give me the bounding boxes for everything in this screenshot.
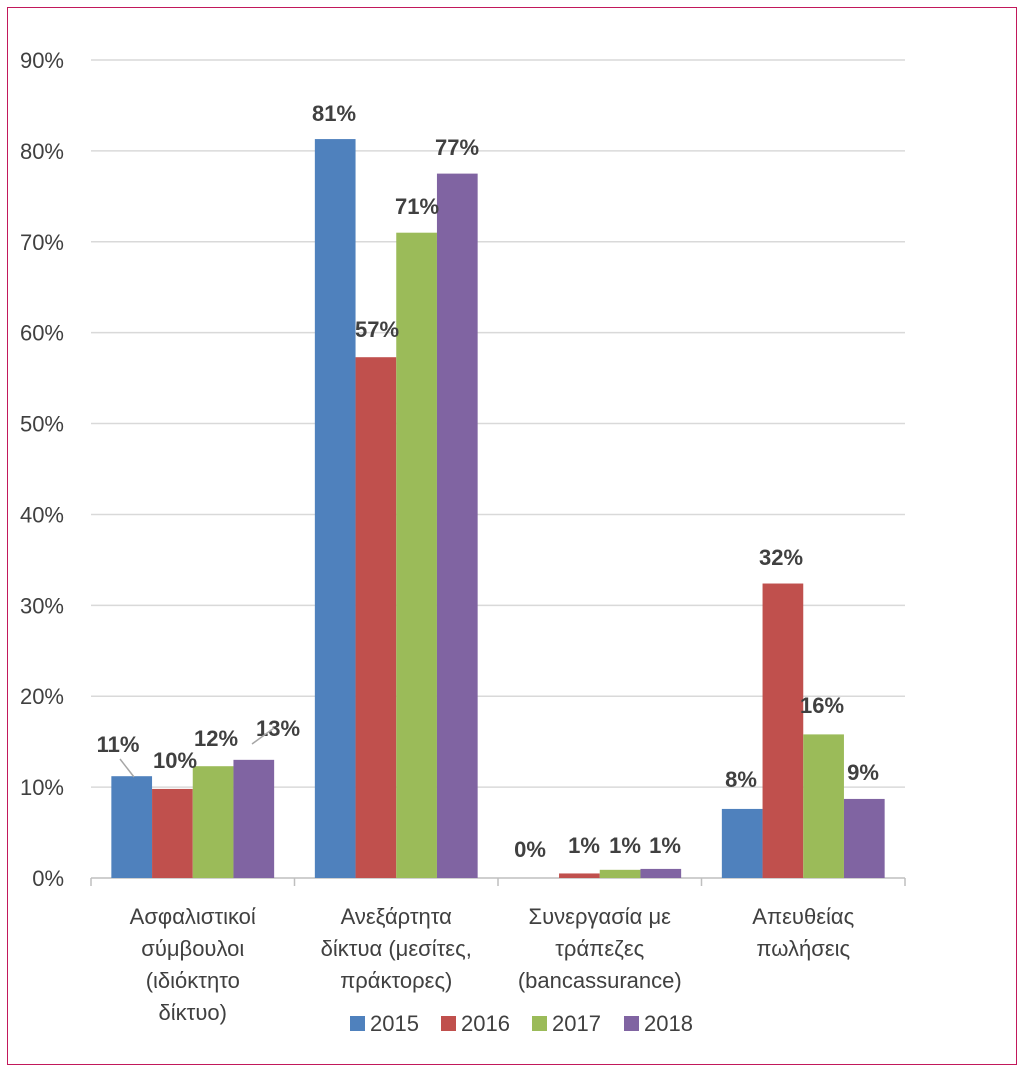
category-label: πωλήσεις xyxy=(756,936,850,961)
category-label: Συνεργασία με xyxy=(529,904,672,929)
leader-line xyxy=(119,758,135,778)
data-label: 9% xyxy=(847,760,879,785)
bar xyxy=(843,798,885,878)
data-label: 10% xyxy=(153,748,197,773)
legend-swatch xyxy=(441,1016,456,1031)
bar xyxy=(396,232,437,878)
y-tick-label: 80% xyxy=(20,139,64,164)
bar xyxy=(436,173,478,879)
y-tick-label: 0% xyxy=(32,866,64,891)
data-label: 77% xyxy=(435,135,479,160)
category-label: (bancassurance) xyxy=(518,968,682,993)
data-label: 16% xyxy=(800,693,844,718)
data-label: 1% xyxy=(609,833,641,858)
category-label: Ασφαλιστικοί xyxy=(130,904,256,929)
chart-frame xyxy=(7,7,1017,1065)
leader-line xyxy=(251,727,275,745)
legend-swatch xyxy=(350,1016,365,1031)
bar xyxy=(640,868,682,878)
bar xyxy=(233,759,275,878)
category-label: σύμβουλοι xyxy=(141,936,244,961)
bar xyxy=(111,776,153,878)
y-tick-label: 70% xyxy=(20,230,64,255)
bar xyxy=(355,357,397,878)
bar xyxy=(721,808,763,878)
bar xyxy=(314,139,356,878)
y-tick-label: 50% xyxy=(20,412,64,437)
y-tick-label: 30% xyxy=(20,593,64,618)
y-tick-label: 60% xyxy=(20,321,64,346)
category-label: δίκτυα (μεσίτες, xyxy=(321,936,472,961)
category-label: τράπεζες xyxy=(555,936,644,961)
category-label: (ιδιόκτητο xyxy=(146,968,240,993)
y-tick-label: 40% xyxy=(20,502,64,527)
data-label: 32% xyxy=(759,545,803,570)
legend-label: 2017 xyxy=(552,1011,601,1036)
category-label: πράκτορες) xyxy=(340,968,452,993)
data-label: 8% xyxy=(725,767,757,792)
bar xyxy=(803,734,844,878)
data-label: 12% xyxy=(194,726,238,751)
category-label: δίκτυο) xyxy=(159,1000,227,1025)
legend-swatch xyxy=(532,1016,547,1031)
data-label: 81% xyxy=(312,101,356,126)
bar xyxy=(559,873,600,878)
legend-label: 2018 xyxy=(644,1011,693,1036)
bar xyxy=(762,583,804,878)
data-label: 0% xyxy=(514,837,546,862)
legend-label: 2015 xyxy=(370,1011,419,1036)
y-tick-label: 10% xyxy=(20,775,64,800)
bar xyxy=(192,766,234,878)
y-tick-label: 20% xyxy=(20,684,64,709)
bar xyxy=(152,788,193,878)
legend-swatch xyxy=(624,1016,639,1031)
data-label: 71% xyxy=(395,194,439,219)
legend-label: 2016 xyxy=(461,1011,510,1036)
data-label: 57% xyxy=(355,317,399,342)
category-label: Απευθείας xyxy=(752,904,854,929)
y-tick-label: 90% xyxy=(20,48,64,73)
data-label: 1% xyxy=(568,833,600,858)
data-label: 13% xyxy=(256,716,300,741)
data-label: 11% xyxy=(97,732,140,757)
category-label: Ανεξάρτητα xyxy=(341,904,453,929)
data-label: 1% xyxy=(649,833,681,858)
bar xyxy=(599,869,641,878)
